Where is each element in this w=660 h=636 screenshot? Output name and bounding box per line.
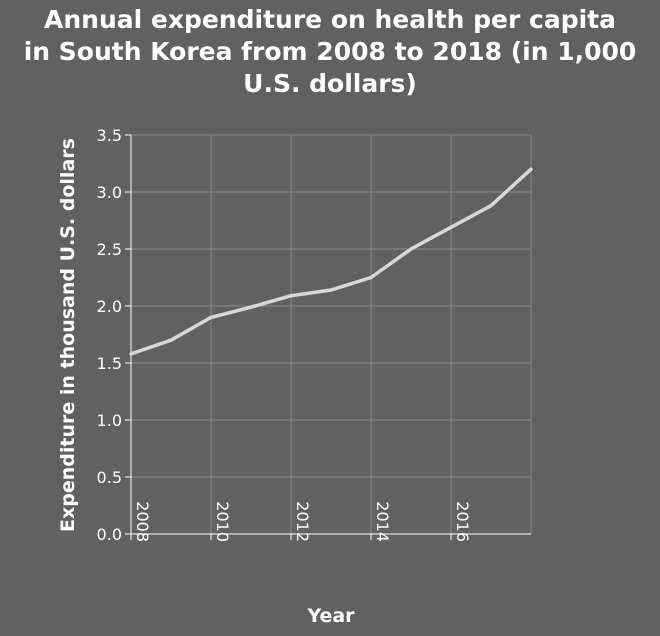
- x-tick-label: 2010: [213, 501, 232, 542]
- y-tick-label: 1.0: [97, 411, 122, 430]
- y-axis-title: Expenditure in thousand U.S. dollars: [57, 138, 79, 532]
- series-line: [129, 167, 533, 356]
- y-tick-label: 3.5: [97, 126, 122, 145]
- x-tick-label: 2012: [293, 501, 312, 542]
- tick-labels: 0.0 0.5 1.0 1.5 2.0 2.5 3.0 3.5 2008 2010 2012 2014…: [97, 126, 472, 544]
- y-tick-label: 3.0: [97, 183, 122, 202]
- y-tick-label: 2.0: [97, 297, 122, 316]
- x-tick-label: 2014: [373, 501, 392, 542]
- chart-title: Annual expenditure on health per capita …: [0, 4, 660, 100]
- y-tick-label: 0.5: [97, 468, 122, 487]
- grid: [130, 134, 532, 535]
- series-layer: [129, 167, 533, 356]
- chart-title-line-2: in South Korea from 2008 to 2018 (in 1,0…: [23, 37, 637, 66]
- chart-title-line-1: Annual expenditure on health per capita: [44, 5, 616, 34]
- x-tick-label: 2008: [133, 501, 152, 542]
- y-tick-label: 1.5: [97, 354, 122, 373]
- axes: [125, 134, 531, 540]
- x-axis-title: Year: [306, 605, 355, 627]
- y-tick-label: 2.5: [97, 240, 122, 259]
- y-tick-label: 0.0: [97, 525, 122, 544]
- chart-title-line-3: U.S. dollars): [243, 69, 417, 98]
- x-tick-label: 2016: [453, 501, 472, 542]
